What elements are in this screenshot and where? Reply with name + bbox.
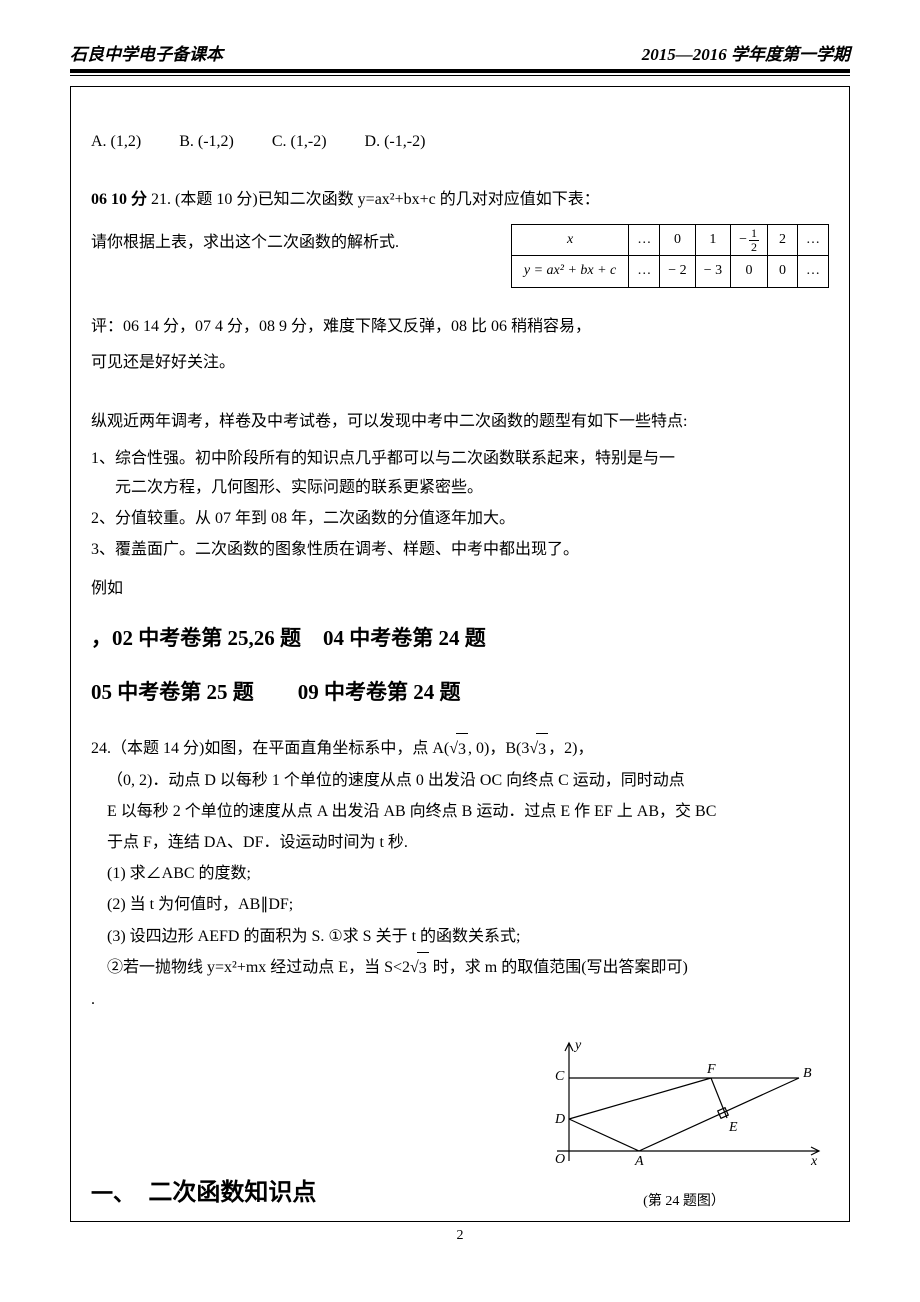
- q24-head-c: ，2)，: [548, 740, 593, 757]
- figure-svg: y C D O A E F B x: [539, 1033, 829, 1173]
- summary-list: 1、综合性强。初中阶段所有的知识点几乎都可以与二次函数联系起来，特别是与一 元二…: [91, 445, 829, 564]
- frac-num: 1: [749, 227, 759, 241]
- q06-text: 21. (本题 10 分)已知二次函数 y=ax²+bx+c 的几对对应值如下表…: [147, 191, 600, 208]
- cell: …: [798, 224, 829, 256]
- summary-intro: 纵观近两年调考，样卷及中考试卷，可以发现中考中二次函数的题型有如下一些特点:: [91, 407, 829, 437]
- header-right: 2015—2016 学年度第一学期: [642, 40, 850, 65]
- q24-block: 24.（本题 14 分)如图，在平面直角坐标系中，点 A(√3, 0)，B(3√…: [91, 733, 829, 1016]
- fig-label-B: B: [803, 1066, 812, 1081]
- cell: 0: [768, 256, 798, 288]
- cell: …: [629, 256, 660, 288]
- table-row: y = ax² + bx + c … − 2 − 3 0 0 …: [511, 256, 828, 288]
- value-table: x … 0 1 −12 2 … y = ax² + bx + c … − 2 −…: [511, 224, 829, 288]
- example-label: 例如: [91, 574, 829, 604]
- table-row: x … 0 1 −12 2 …: [511, 224, 828, 256]
- summary-item-1b: 元二次方程，几何图形、实际问题的联系更紧密些。: [115, 479, 483, 496]
- q24-head-b: , 0)，B(3: [468, 740, 529, 757]
- q24-dot: .: [91, 984, 829, 1015]
- example-bold-2a: 05 中考卷第 25 题: [91, 680, 254, 704]
- section-title: 二次函数知识点: [148, 1179, 316, 1206]
- header-left: 石良中学电子备课本: [70, 40, 223, 65]
- summary-item-2: 2、分值较重。从 07 年到 08 年，二次函数的分值逐年加大。: [115, 505, 829, 534]
- cell: 2: [768, 224, 798, 256]
- cell-x: x: [511, 224, 628, 256]
- summary-item-3t: 覆盖面广。二次函数的图象性质在调考、样题、中考中都出现了。: [115, 541, 579, 558]
- section-dash: 一、: [91, 1180, 135, 1205]
- comment-line-2: 可见还是好好关注。: [91, 348, 829, 378]
- cell-y: y = ax² + bx + c: [511, 256, 628, 288]
- figure-caption: (第 24 题图）: [539, 1189, 829, 1216]
- cell: − 2: [660, 256, 695, 288]
- example-bold-2: 05 中考卷第 25 题 09 中考卷第 24 题: [91, 673, 829, 713]
- q06-stem: 06 10 分 21. (本题 10 分)已知二次函数 y=ax²+bx+c 的…: [91, 185, 829, 215]
- mc-option-a: A. (1,2): [91, 127, 141, 157]
- cell-negfrac: −12: [731, 224, 768, 256]
- q24-c2: (2) 当 t 为何值时，AB∥DF;: [91, 889, 829, 920]
- q24-p3: 于点 F，连结 DA、DF．设运动时间为 t 秒.: [91, 827, 829, 858]
- fig-label-C: C: [555, 1069, 565, 1084]
- mc-option-b: B. (-1,2): [179, 127, 234, 157]
- mc-option-c: C. (1,-2): [272, 127, 327, 157]
- q06-label: 06 10 分: [91, 191, 147, 208]
- fig-label-x: x: [810, 1154, 818, 1169]
- q24-c4b: 时，求 m 的取值范围(写出答案即可): [433, 959, 688, 976]
- summary-item-2t: 分值较重。从 07 年到 08 年，二次函数的分值逐年加大。: [115, 510, 515, 527]
- mc-option-d: D. (-1,-2): [365, 127, 426, 157]
- cell: …: [629, 224, 660, 256]
- fig-label-O: O: [555, 1152, 565, 1167]
- section-heading: 一、 二次函数知识点: [91, 1170, 316, 1216]
- multiple-choice: A. (1,2) B. (-1,2) C. (1,-2) D. (-1,-2): [91, 127, 829, 157]
- cell: 0: [660, 224, 695, 256]
- q24-head: 24.（本题 14 分)如图，在平面直角坐标系中，点 A(√3, 0)，B(3√…: [91, 733, 829, 765]
- summary-item-3: 3、覆盖面广。二次函数的图象性质在调考、样题、中考中都出现了。: [115, 536, 829, 565]
- header-rule-thin: [70, 75, 850, 76]
- fig-label-E: E: [728, 1120, 738, 1135]
- example-bold-1b: 04 中考卷第 24 题: [323, 626, 486, 650]
- q24-c1: (1) 求∠ABC 的度数;: [91, 858, 829, 889]
- summary-item-1a: 综合性强。初中阶段所有的知识点几乎都可以与二次函数联系起来，特别是与一: [115, 450, 675, 467]
- fig-label-F: F: [706, 1062, 716, 1077]
- comment-line-1: 评：06 14 分，07 4 分，08 9 分，难度下降又反弹，08 比 06 …: [91, 312, 829, 342]
- q24-p1: （0, 2)．动点 D 以每秒 1 个单位的速度从点 0 出发沿 OC 向终点 …: [91, 765, 829, 796]
- value-table-wrap: x … 0 1 −12 2 … y = ax² + bx + c … − 2 −…: [511, 224, 829, 288]
- example-bold-1: ，02 中考卷第 25,26 题 04 中考卷第 24 题: [91, 619, 829, 659]
- cell: 1: [695, 224, 730, 256]
- content-frame: A. (1,2) B. (-1,2) C. (1,-2) D. (-1,-2) …: [70, 86, 850, 1222]
- q24-c4a: ②若一抛物线 y=x²+mx 经过动点 E，当 S<2: [107, 959, 410, 976]
- frac-den: 2: [749, 241, 759, 254]
- cell: − 3: [695, 256, 730, 288]
- example-bold-1a: ，02 中考卷第 25,26 题: [91, 626, 301, 650]
- q24-c3: (3) 设四边形 AEFD 的面积为 S. ①求 S 关于 t 的函数关系式;: [91, 921, 829, 952]
- summary-item-1: 1、综合性强。初中阶段所有的知识点几乎都可以与二次函数联系起来，特别是与一 元二…: [115, 445, 829, 503]
- q24-head-a: 24.（本题 14 分)如图，在平面直角坐标系中，点 A(: [91, 740, 449, 757]
- cell: …: [798, 256, 829, 288]
- q24-c4: ②若一抛物线 y=x²+mx 经过动点 E，当 S<2√3 时，求 m 的取值范…: [91, 952, 829, 984]
- fig-label-A: A: [634, 1154, 644, 1169]
- page-number: 2: [70, 1228, 850, 1244]
- fig-label-y: y: [573, 1038, 582, 1053]
- q24-p2: E 以每秒 2 个单位的速度从点 A 出发沿 AB 向终点 B 运动．过点 E …: [91, 796, 829, 827]
- example-bold-2b: 09 中考卷第 24 题: [298, 680, 461, 704]
- header-rule-thick: [70, 69, 850, 73]
- fig-label-D: D: [554, 1112, 565, 1127]
- figure-24: y C D O A E F B x (第 24 题图）: [539, 1033, 829, 1215]
- cell: 0: [731, 256, 768, 288]
